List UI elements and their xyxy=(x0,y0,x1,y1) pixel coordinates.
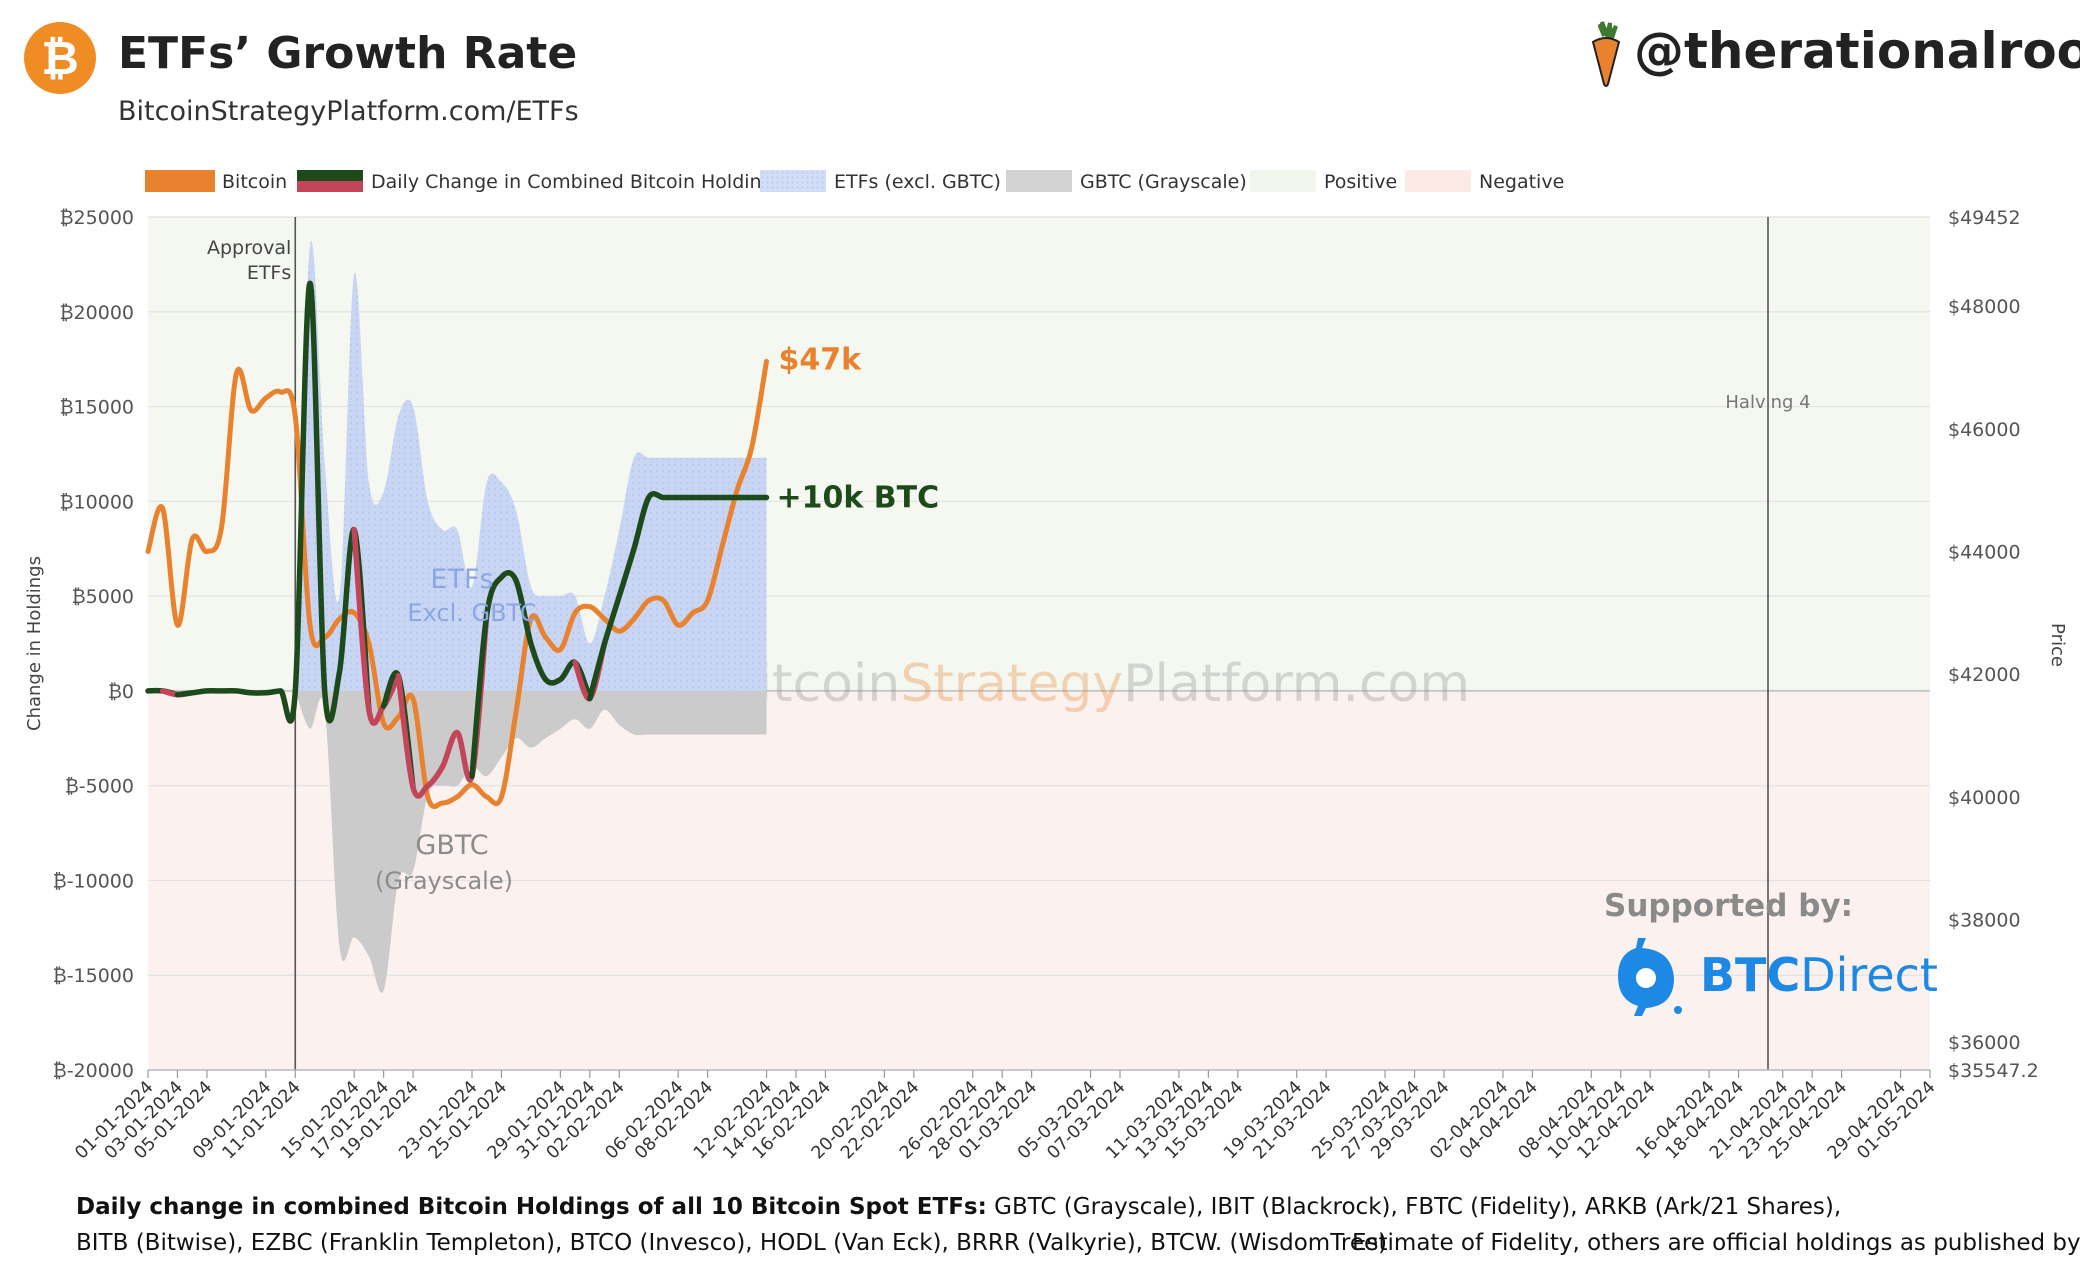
legend-swatch-negative xyxy=(297,181,363,192)
right-tick-label: $35547.2 xyxy=(1948,1060,2039,1082)
legend-label: Bitcoin xyxy=(222,171,287,193)
left-tick-label: ₿-10000 xyxy=(53,870,134,892)
left-tick-label: ₿25000 xyxy=(59,207,134,229)
y-axis-label-left: Change in Holdings xyxy=(24,556,45,731)
left-tick-label: ₿-20000 xyxy=(53,1060,134,1082)
legend-item-bitcoin: Bitcoin xyxy=(145,170,287,193)
left-tick-label: ₿15000 xyxy=(59,397,134,419)
chart-legend: Bitcoin Daily Change in Combined Bitcoin … xyxy=(145,170,1564,193)
btc-direct-logo-icon xyxy=(1618,938,1682,1016)
legend-swatch-positive xyxy=(297,170,363,181)
legend-label: GBTC (Grayscale) xyxy=(1080,171,1247,193)
approval-label: Approval xyxy=(207,237,291,259)
legend-item-etf: ETFs (excl. GBTC) xyxy=(760,170,1001,193)
legend-swatch xyxy=(145,170,215,192)
etf-area-series xyxy=(295,240,767,691)
footer-line-1: Daily change in combined Bitcoin Holding… xyxy=(76,1194,1842,1220)
halving-label: Halving 4 xyxy=(1725,392,1810,413)
right-tick-label: $49452 xyxy=(1948,207,2021,229)
footer-line-2: BITB (Bitwise), EZBC (Franklin Templeton… xyxy=(76,1230,1388,1256)
bitcoin-logo-icon: ₿ xyxy=(24,22,96,94)
btc-price-callout: $47k xyxy=(779,342,863,377)
annotations: Approval ETFs Halving 4 $47k +10k BTC ETFs Exc… xyxy=(207,237,1811,895)
legend-swatch xyxy=(1250,170,1316,192)
legend-label: Positive xyxy=(1324,171,1397,193)
right-tick-label: $36000 xyxy=(1948,1032,2021,1054)
btc-direct-wordmark: BTCDirect xyxy=(1700,948,1938,1002)
footer-note: Estimate of Fidelity, others are officia… xyxy=(1352,1230,2080,1256)
right-tick-label: $42000 xyxy=(1948,664,2021,686)
legend-label: ETFs (excl. GBTC) xyxy=(834,171,1001,193)
legend-item-gbtc: GBTC (Grayscale) xyxy=(1006,170,1247,193)
left-tick-label: ₿-15000 xyxy=(53,965,134,987)
right-tick-label: $40000 xyxy=(1948,787,2021,809)
left-tick-label: ₿5000 xyxy=(72,586,134,608)
etf-area-label: ETFs xyxy=(430,564,493,595)
left-tick-label: ₿-5000 xyxy=(65,776,134,798)
gbtc-area-label: (Grayscale) xyxy=(375,867,513,895)
approval-label: ETFs xyxy=(247,262,291,284)
watermark: BitcoinStrategyPlatform.com xyxy=(722,654,1470,714)
right-tick-label: $44000 xyxy=(1948,541,2021,563)
gbtc-area-label: GBTC xyxy=(415,830,488,861)
left-tick-label: ₿20000 xyxy=(59,302,134,324)
right-tick-label: $48000 xyxy=(1948,296,2021,318)
holdings-change-segment xyxy=(469,570,593,779)
legend-swatch xyxy=(1405,170,1471,192)
holdings-callout: +10k BTC xyxy=(777,481,940,516)
right-tick-label: $46000 xyxy=(1948,419,2021,441)
legend-swatch xyxy=(1006,170,1072,192)
legend-swatch xyxy=(760,170,826,192)
etf-area-label: Excl. GBTC xyxy=(407,599,536,627)
supported-by-label: Supported by: xyxy=(1604,888,1853,924)
y-axis-label-right: Price xyxy=(2047,623,2068,667)
holdings-change-segment xyxy=(587,491,770,702)
legend-label: Daily Change in Combined Bitcoin Holding… xyxy=(371,171,784,193)
right-tick-label: $38000 xyxy=(1948,910,2021,932)
author-handle: @therationalroot xyxy=(1634,22,2080,80)
etf-chart: Bitcoin Daily Change in Combined Bitcoin … xyxy=(24,170,2068,1163)
page-title: ETFs’ Growth Rate xyxy=(118,28,578,79)
carrot-icon xyxy=(1591,21,1621,87)
left-tick-label: ₿10000 xyxy=(59,491,134,513)
legend-item-negative: Negative xyxy=(1405,170,1564,193)
page-subtitle: BitcoinStrategyPlatform.com/ETFs xyxy=(118,96,579,127)
legend-label: Negative xyxy=(1479,171,1564,193)
holdings-change-segment xyxy=(174,280,372,724)
bitcoin-price-line xyxy=(145,358,769,809)
legend-item-positive: Positive xyxy=(1250,170,1397,193)
holdings-change-line xyxy=(145,280,770,799)
legend-item-change: Daily Change in Combined Bitcoin Holding… xyxy=(297,170,784,193)
left-tick-label: ₿0 xyxy=(108,681,134,703)
